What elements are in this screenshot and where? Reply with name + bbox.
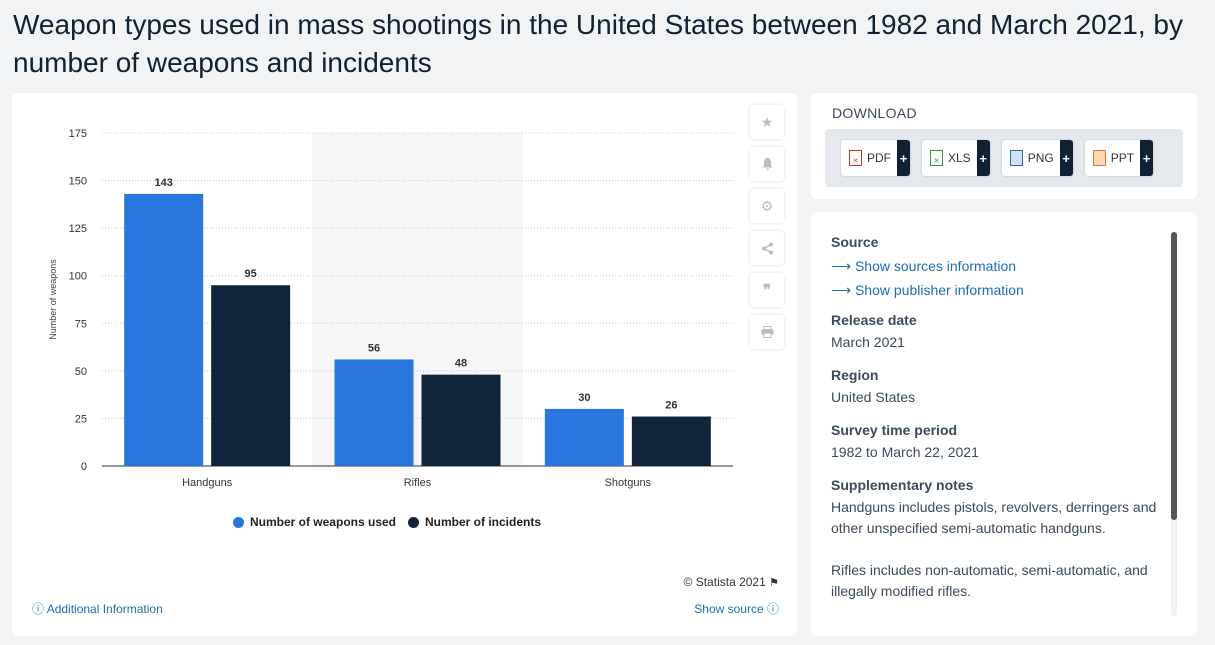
show-publisher-link[interactable]: ⟶ Show publisher information <box>831 278 1171 302</box>
data-label: 143 <box>154 177 172 189</box>
additional-information-label: Additional Information <box>46 602 163 616</box>
flag-icon[interactable]: ⚑ <box>769 577 779 589</box>
y-tick-label: 25 <box>75 413 87 425</box>
chart-legend: Number of weapons used Number of inciden… <box>12 515 762 529</box>
data-label: 30 <box>578 392 590 404</box>
copyright-text: © Statista 2021 <box>683 575 766 589</box>
xls-file-icon: ✕ <box>930 150 943 166</box>
survey-period-heading: Survey time period <box>831 422 958 438</box>
legend-item-incidents[interactable]: Number of incidents <box>408 515 541 529</box>
chart-card: 0 25 50 75 100 125 150 175 Number of weapons 143 9… <box>12 93 797 636</box>
x-tick-label: Rifles <box>404 477 432 489</box>
download-png-button[interactable]: PNG + <box>1001 140 1073 176</box>
additional-information-link[interactable]: ⓘ Additional Information <box>32 600 163 617</box>
png-file-icon <box>1009 150 1023 166</box>
show-sources-link[interactable]: ⟶ Show sources information <box>831 254 1171 278</box>
data-label: 48 <box>455 358 467 370</box>
chart-toolbar: ★ ⚙ ❞ <box>750 105 784 357</box>
y-tick-label: 0 <box>81 461 87 473</box>
download-png-label: PNG <box>1027 151 1054 165</box>
legend-label-incidents: Number of incidents <box>425 515 542 529</box>
show-publisher-label: Show publisher information <box>854 282 1024 298</box>
gear-icon[interactable]: ⚙ <box>750 189 784 223</box>
supplementary-notes-p1: Handguns includes pistols, revolvers, de… <box>831 499 1157 536</box>
survey-period-value: 1982 to March 22, 2021 <box>831 444 979 460</box>
info-icon: ⓘ <box>32 602 45 616</box>
info-icon: ⓘ <box>766 602 779 616</box>
bar <box>421 374 501 466</box>
bar <box>211 285 291 466</box>
legend-item-weapons[interactable]: Number of weapons used <box>232 515 396 529</box>
download-pdf-label: PDF <box>867 151 891 165</box>
plus-icon: + <box>897 140 910 176</box>
share-icon[interactable] <box>750 231 784 265</box>
download-ppt-button[interactable]: PPT + <box>1084 140 1154 176</box>
download-xls-button[interactable]: ✕ XLS + <box>922 140 990 176</box>
release-date-value: March 2021 <box>831 334 905 350</box>
x-tick-label: Shotguns <box>605 477 652 489</box>
arrow-right-icon: ⟶ <box>831 258 852 274</box>
download-title: DOWNLOAD <box>832 105 917 121</box>
bar <box>631 416 711 466</box>
data-label: 26 <box>665 400 677 412</box>
y-tick-label: 100 <box>69 271 87 283</box>
x-tick-label: Handguns <box>182 477 233 489</box>
release-date-heading: Release date <box>831 312 917 328</box>
data-label: 95 <box>245 268 257 280</box>
quote-icon[interactable]: ❞ <box>750 273 784 307</box>
ppt-file-icon <box>1092 150 1106 166</box>
legend-label-weapons: Number of weapons used <box>249 515 396 529</box>
bar-chart: 0 25 50 75 100 125 150 175 Number of weapons 143 9… <box>48 128 733 489</box>
y-tick-label: 150 <box>69 176 87 188</box>
y-tick-label: 75 <box>75 318 87 330</box>
plus-icon: + <box>976 140 990 176</box>
y-tick-label: 50 <box>75 366 87 378</box>
page-title: Weapon types used in mass shootings in t… <box>13 9 1183 78</box>
y-axis-label: Number of weapons <box>48 259 58 340</box>
plus-icon: + <box>1140 140 1154 176</box>
data-label: 56 <box>368 342 380 354</box>
legend-swatch-incidents <box>408 516 419 528</box>
region-value: United States <box>831 389 916 405</box>
bar <box>334 359 414 466</box>
bar <box>544 408 624 466</box>
copyright: © Statista 2021 ⚑ <box>684 575 779 589</box>
download-ppt-label: PPT <box>1110 151 1135 165</box>
legend-swatch-weapons <box>232 516 244 528</box>
bell-icon[interactable] <box>750 147 784 181</box>
download-buttons: ✕ PDF + ✕ XLS + PNG + PPT + <box>825 129 1183 187</box>
show-sources-label: Show sources information <box>854 258 1017 274</box>
arrow-right-icon: ⟶ <box>831 282 852 298</box>
scrollbar-thumb[interactable] <box>1171 232 1177 520</box>
supplementary-notes-p2: Rifles includes non-automatic, semi-auto… <box>831 562 1148 599</box>
region-heading: Region <box>831 367 879 383</box>
bar <box>124 193 204 466</box>
download-xls-label: XLS <box>948 151 971 165</box>
star-icon[interactable]: ★ <box>750 105 784 139</box>
download-card: DOWNLOAD ✕ PDF + ✕ XLS + PNG + PPT + <box>811 93 1197 199</box>
y-tick-label: 125 <box>69 223 87 235</box>
info-card: Source ⟶ Show sources information ⟶ Show… <box>811 212 1197 636</box>
y-tick-label: 175 <box>69 128 87 140</box>
print-icon[interactable] <box>750 315 784 349</box>
show-source-link[interactable]: Show source ⓘ <box>694 600 779 617</box>
plus-icon: + <box>1059 140 1073 176</box>
supplementary-notes-heading: Supplementary notes <box>831 477 974 493</box>
download-pdf-button[interactable]: ✕ PDF + <box>841 140 910 176</box>
show-source-label: Show source <box>694 602 764 616</box>
source-heading: Source <box>831 234 879 250</box>
info-content: Source ⟶ Show sources information ⟶ Show… <box>831 234 1171 616</box>
pdf-file-icon: ✕ <box>849 150 862 166</box>
